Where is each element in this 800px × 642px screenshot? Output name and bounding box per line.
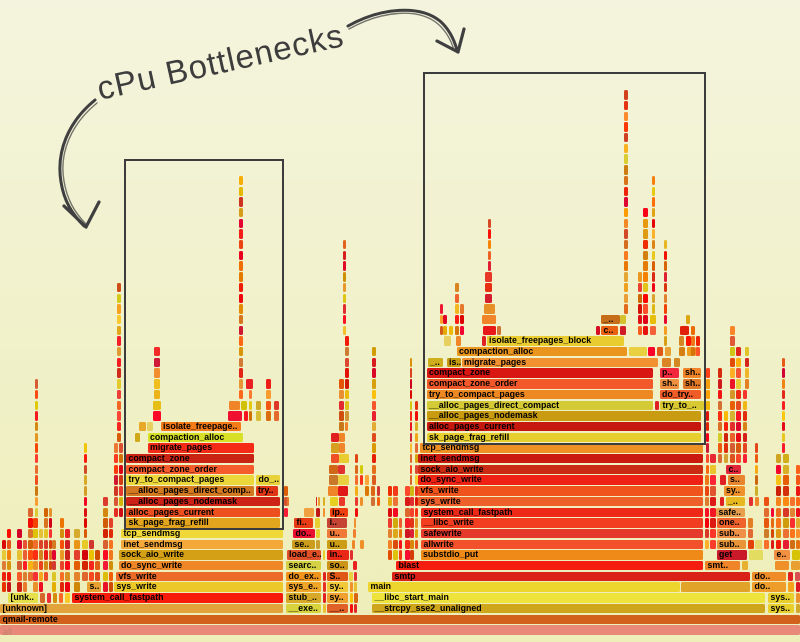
svg-text:cPu Bottlenecks: cPu Bottlenecks bbox=[94, 16, 348, 107]
